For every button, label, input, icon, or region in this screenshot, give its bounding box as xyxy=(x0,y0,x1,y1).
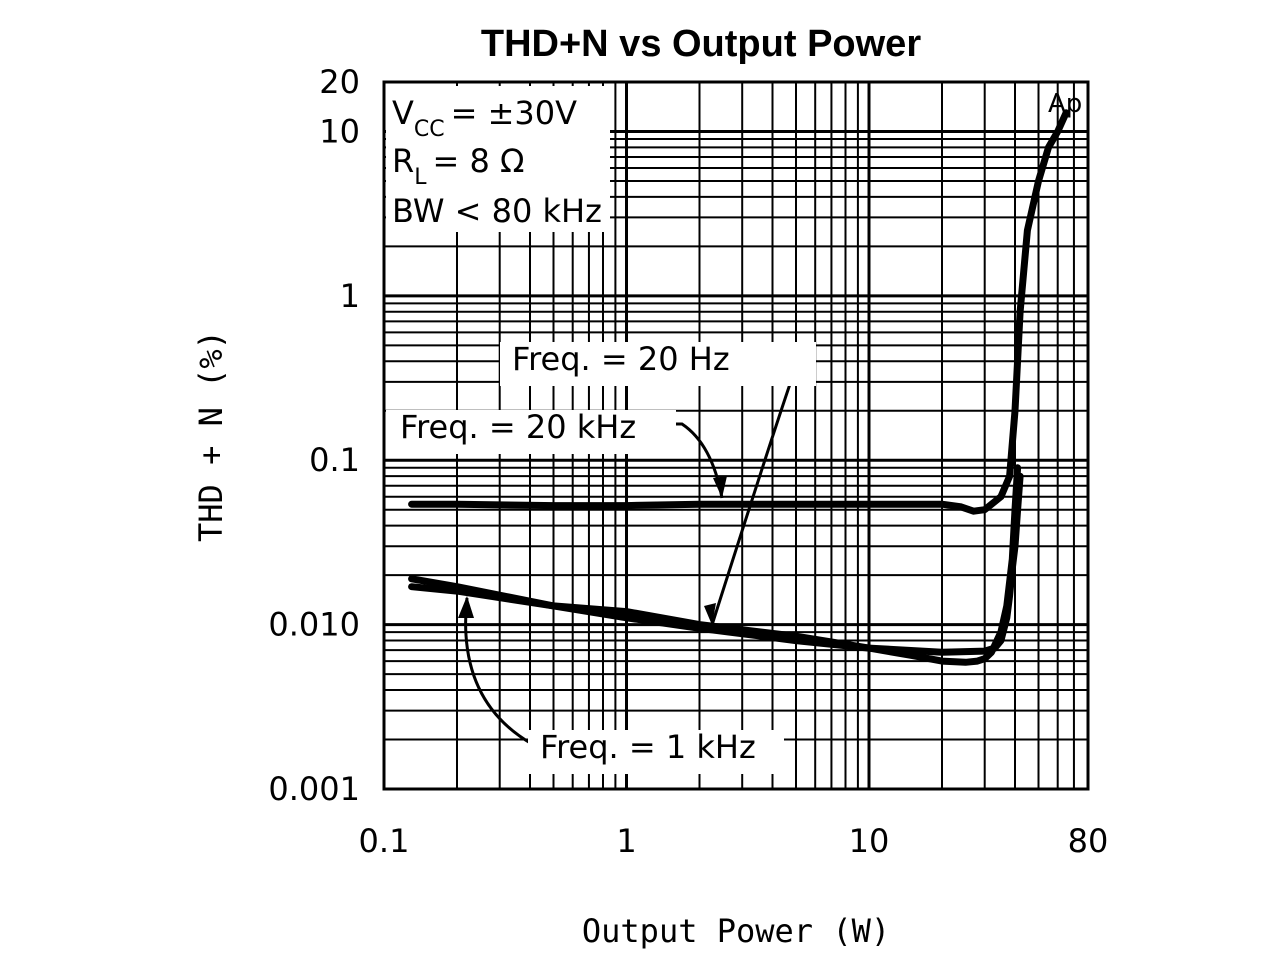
rl-condition: RL = 8 Ω xyxy=(392,142,524,190)
x-tick-label: 1 xyxy=(616,822,636,860)
x-tick-label: 10 xyxy=(849,822,890,860)
conditions-box: VCC = ±30V RL = 8 Ω BW < 80 kHz xyxy=(386,86,610,232)
annotations: Freq. = 20 Hz Freq. = 20 kHz Freq. = 1 kHz xyxy=(386,340,816,774)
annotation-background xyxy=(528,730,784,774)
x-axis-label: Output Power (W) xyxy=(582,912,890,950)
chart-title: THD+N vs Output Power xyxy=(481,23,921,65)
annotation-arrowhead xyxy=(704,603,716,625)
series-line-3 xyxy=(408,464,1022,666)
annotation-leader xyxy=(464,597,533,746)
annotation-background xyxy=(500,342,816,386)
annotation-arrowhead xyxy=(458,596,474,618)
y-tick-label: 0.001 xyxy=(268,770,360,808)
y-tick-label: 0.010 xyxy=(268,606,360,644)
x-tick-label: 80 xyxy=(1068,822,1109,860)
bw-condition: BW < 80 kHz xyxy=(392,192,602,230)
x-tick-labels: 0.1 1 10 80 xyxy=(359,822,1109,860)
y-axis-label: THD + N (%) xyxy=(192,330,230,542)
y-tick-label: 0.1 xyxy=(309,441,360,479)
vcc-condition: VCC = ±30V xyxy=(392,94,577,142)
corner-mark: Ap xyxy=(1048,89,1082,119)
annotation-label: Freq. = 20 kHz xyxy=(400,408,636,446)
y-tick-label: 10 xyxy=(319,112,360,150)
y-tick-label: 20 xyxy=(319,63,360,101)
annotation-leader xyxy=(710,354,803,626)
y-tick-label: 1 xyxy=(340,277,360,315)
conditions-background xyxy=(386,86,610,232)
plot-frame xyxy=(382,80,1090,791)
y-tick-labels: 20 10 1 0.1 0.010 0.001 xyxy=(268,63,360,808)
annotation-label: Freq. = 20 Hz xyxy=(512,340,730,378)
annotation-arrowhead xyxy=(713,476,727,498)
x-tick-label: 0.1 xyxy=(359,822,410,860)
series-line-1 xyxy=(408,109,1070,515)
series-layer xyxy=(408,109,1070,666)
annotation-background xyxy=(386,410,676,454)
annotation-label: Freq. = 1 kHz xyxy=(540,728,756,766)
